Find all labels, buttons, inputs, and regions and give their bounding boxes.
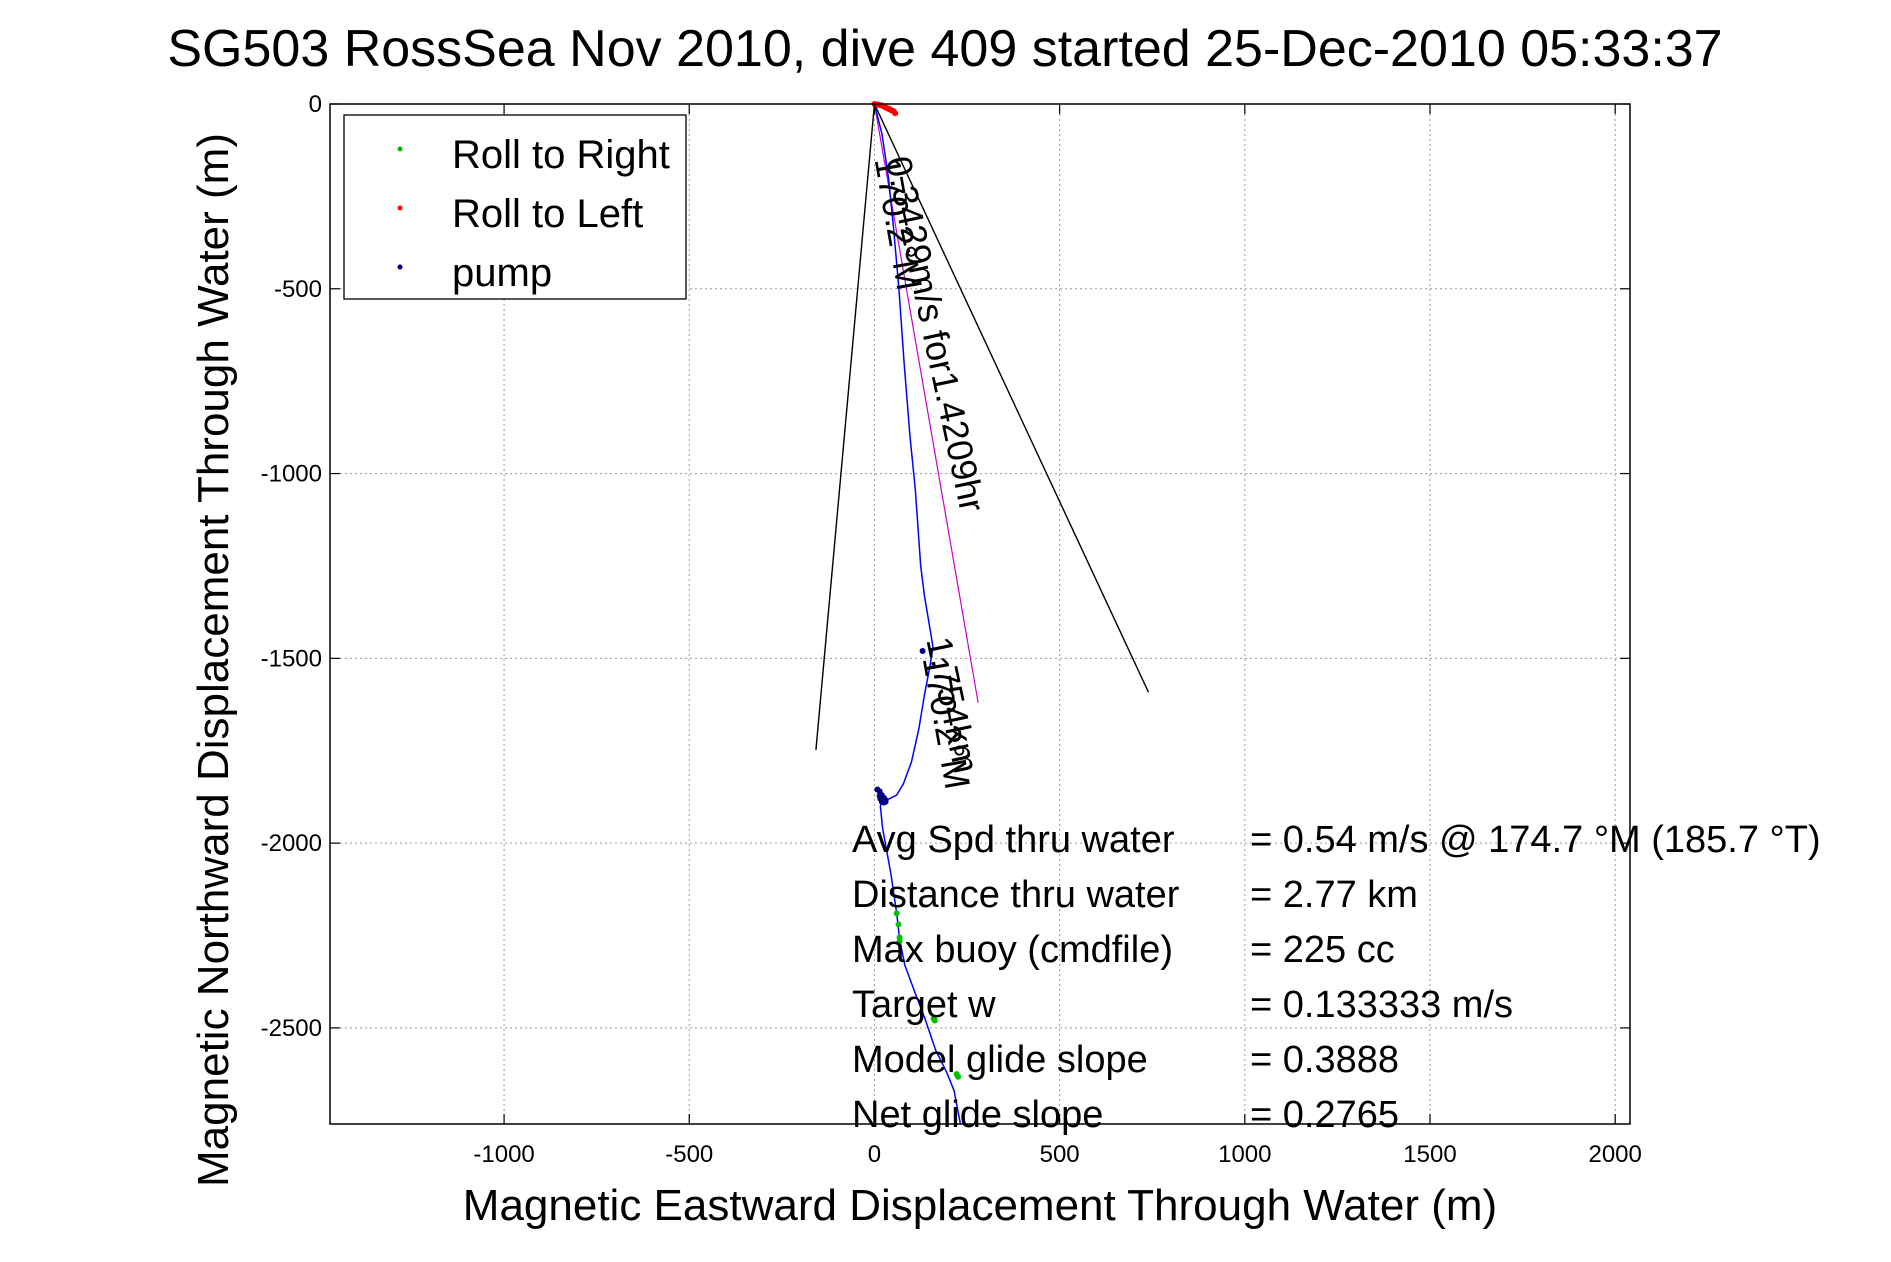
- x-tick-label: 0: [868, 1141, 881, 1168]
- y-axis-label: Magnetic Northward Displacement Through …: [189, 133, 238, 1187]
- chart-title: SG503 RossSea Nov 2010, dive 409 started…: [167, 20, 1722, 78]
- legend-label-pump: pump: [452, 251, 552, 295]
- stat-value-distance: = 2.77 km: [1250, 874, 1418, 916]
- y-tick-label: -2500: [261, 1015, 322, 1042]
- point-pump: [919, 647, 926, 654]
- wedge-line: [873, 103, 1150, 693]
- stat-label-max-buoy: Max buoy (cmdfile): [852, 929, 1173, 971]
- legend: Roll to Right Roll to Left pump: [343, 114, 687, 300]
- point-roll-to-right: [931, 1017, 938, 1024]
- y-tick-label: 0: [309, 91, 322, 118]
- point-roll-to-right: [893, 910, 900, 917]
- y-tick-label: -1000: [261, 461, 322, 488]
- legend-marker-pump: [397, 264, 403, 270]
- x-axis-label: Magnetic Eastward Displacement Through W…: [463, 1181, 1497, 1230]
- x-tick-label: -500: [665, 1141, 713, 1168]
- legend-marker-roll-right: [397, 146, 403, 152]
- x-tick-label: 2000: [1588, 1141, 1641, 1168]
- stat-label-target-w: Target w: [852, 984, 996, 1026]
- stat-value-avg-speed: = 0.54 m/s @ 174.7 °M (185.7 °T): [1250, 819, 1821, 861]
- wedge-line: [815, 103, 876, 751]
- point-roll-to-right: [895, 921, 902, 928]
- y-tick-label: -2000: [261, 830, 322, 857]
- stat-value-model-glide: = 0.3888: [1250, 1039, 1399, 1081]
- stat-label-distance: Distance thru water: [852, 874, 1180, 916]
- y-tick-label: -1500: [261, 645, 322, 672]
- track-line: [873, 103, 962, 1125]
- legend-marker-roll-left: [397, 205, 403, 211]
- legend-label-roll-left: Roll to Left: [452, 192, 643, 236]
- point-roll-to-right: [896, 938, 903, 945]
- stats-panel: Avg Spd thru water = 0.54 m/s @ 174.7 °M…: [852, 819, 1821, 1136]
- x-tick-label: 1000: [1218, 1141, 1271, 1168]
- stat-label-net-glide: Net glide slope: [852, 1094, 1103, 1136]
- stat-label-model-glide: Model glide slope: [852, 1039, 1148, 1081]
- stat-label-avg-speed: Avg Spd thru water: [852, 819, 1175, 861]
- stat-value-target-w: = 0.133333 m/s: [1250, 984, 1513, 1026]
- axis-ticks: -1000 -500 0 500 1000 1500 2000 0 -500 -1000 -1500…: [261, 91, 1642, 1168]
- y-tick-label: -500: [274, 276, 322, 303]
- plot-frame: [329, 103, 1631, 1125]
- point-roll-to-left: [892, 110, 899, 117]
- x-tick-label: -1000: [473, 1141, 534, 1168]
- point-roll-to-right: [955, 1073, 962, 1080]
- stat-value-net-glide: = 0.2765: [1250, 1094, 1399, 1136]
- stat-value-max-buoy: = 225 cc: [1250, 929, 1395, 971]
- legend-label-roll-right: Roll to Right: [452, 133, 670, 177]
- point-pump: [876, 792, 883, 799]
- x-tick-label: 500: [1040, 1141, 1080, 1168]
- x-tick-label: 1500: [1403, 1141, 1456, 1168]
